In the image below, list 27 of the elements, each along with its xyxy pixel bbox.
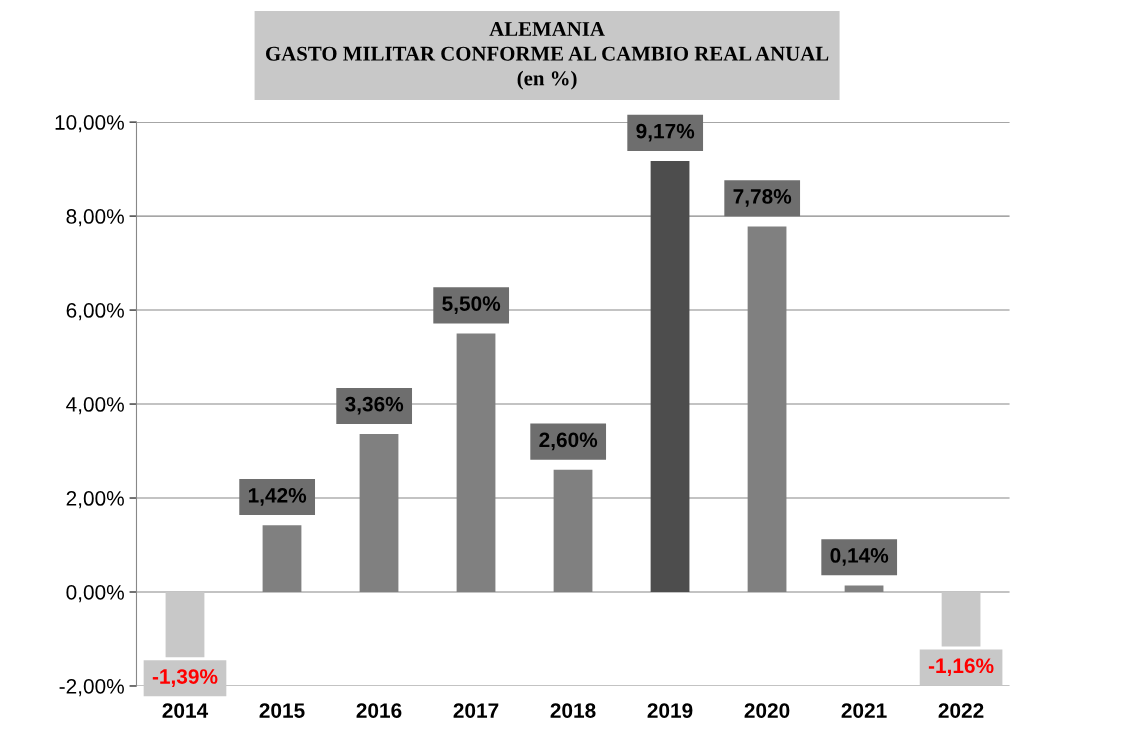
x-tick-label: 2014	[162, 703, 209, 718]
y-tick-label: -2,00%	[59, 678, 124, 697]
data-label: 7,78%	[733, 189, 792, 207]
y-tick-label: 8,00%	[66, 209, 124, 227]
x-tick-label: 2021	[841, 703, 887, 718]
x-tick-label: 2017	[453, 703, 499, 718]
data-label: 9,17%	[636, 123, 695, 142]
y-tick-label: 10,00%	[55, 115, 124, 133]
data-label: -1,16%	[928, 658, 994, 677]
x-tick-label: 2016	[356, 703, 402, 718]
x-tick-label: 2015	[259, 703, 305, 718]
x-tick-label: 2019	[647, 703, 693, 718]
x-tick-label: 2022	[938, 703, 984, 718]
data-label: 3,36%	[345, 396, 404, 415]
bar	[650, 161, 690, 592]
data-label: -1,39%	[152, 669, 218, 687]
x-tick-label: 2018	[550, 703, 596, 718]
data-label: 0,14%	[830, 548, 889, 566]
y-tick-label: 2,00%	[66, 491, 124, 509]
y-tick-label: 0,00%	[66, 585, 124, 603]
x-tick-label: 2020	[744, 703, 790, 718]
data-label: 5,50%	[442, 296, 501, 314]
y-tick-label: 4,00%	[66, 397, 124, 415]
y-tick-label: 6,00%	[66, 303, 124, 321]
chart-title: ALEMANIA GASTO MILITAR CONFORME AL CAMBIO REAL ANUAL (en %)	[266, 22, 829, 90]
data-label: 1,42%	[248, 487, 307, 506]
data-label: 2,60%	[539, 432, 598, 451]
